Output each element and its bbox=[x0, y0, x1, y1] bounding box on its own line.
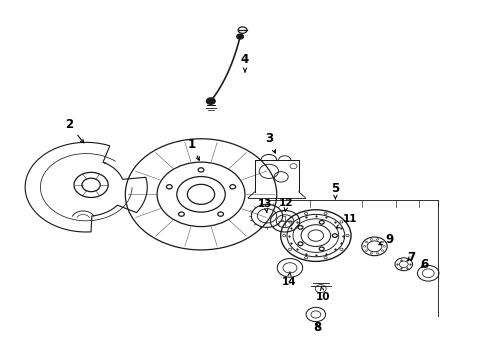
Circle shape bbox=[289, 221, 292, 223]
Text: 8: 8 bbox=[313, 321, 321, 334]
Circle shape bbox=[304, 212, 308, 215]
Circle shape bbox=[206, 98, 215, 104]
Circle shape bbox=[364, 246, 366, 247]
Text: 12: 12 bbox=[279, 198, 294, 211]
Text: 10: 10 bbox=[316, 286, 330, 302]
Text: 3: 3 bbox=[266, 132, 275, 153]
Circle shape bbox=[381, 241, 384, 243]
Text: 13: 13 bbox=[258, 199, 273, 212]
Circle shape bbox=[304, 257, 308, 259]
Circle shape bbox=[340, 248, 343, 251]
Text: 11: 11 bbox=[336, 215, 357, 228]
Circle shape bbox=[324, 212, 327, 215]
Circle shape bbox=[366, 241, 368, 243]
Text: 1: 1 bbox=[187, 138, 199, 160]
Text: 7: 7 bbox=[407, 251, 415, 264]
Text: 2: 2 bbox=[65, 118, 84, 143]
Circle shape bbox=[370, 252, 372, 254]
Text: 5: 5 bbox=[331, 183, 340, 199]
Circle shape bbox=[346, 234, 349, 237]
Circle shape bbox=[383, 246, 386, 247]
Text: 14: 14 bbox=[282, 272, 296, 287]
Text: 6: 6 bbox=[421, 258, 429, 271]
Circle shape bbox=[340, 221, 343, 223]
Circle shape bbox=[370, 239, 372, 240]
Circle shape bbox=[376, 252, 379, 254]
Circle shape bbox=[289, 248, 292, 251]
Circle shape bbox=[366, 250, 368, 251]
Circle shape bbox=[324, 257, 327, 259]
Circle shape bbox=[237, 34, 244, 39]
Circle shape bbox=[381, 250, 384, 251]
Text: 4: 4 bbox=[241, 53, 249, 72]
Circle shape bbox=[376, 239, 379, 240]
Circle shape bbox=[283, 234, 286, 237]
Text: 9: 9 bbox=[379, 233, 393, 246]
